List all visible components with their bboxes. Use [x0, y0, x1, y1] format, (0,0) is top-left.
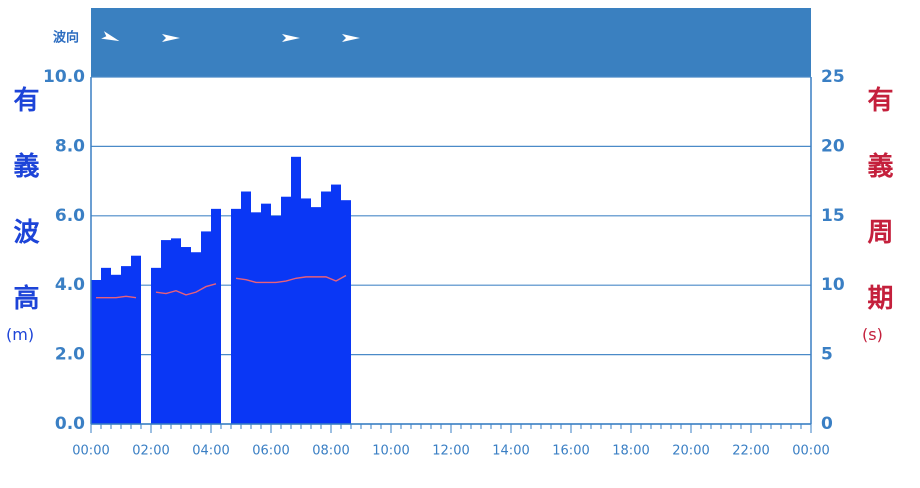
y-axis-unit: (m) [6, 325, 35, 344]
x-tick-label: 20:00 [672, 444, 709, 459]
x-tick-label: 00:00 [72, 444, 109, 459]
direction-arrow [282, 34, 300, 42]
x-tick-label: 12:00 [432, 444, 469, 459]
bar [261, 203, 271, 424]
x-tick-label: 16:00 [552, 444, 589, 459]
y-tick-label: 8.0 [55, 136, 85, 156]
x-tick-label: 18:00 [612, 444, 649, 459]
x-tick-label: 14:00 [492, 444, 529, 459]
bar [301, 198, 311, 424]
bar [231, 208, 241, 424]
x-tick-label: 04:00 [192, 444, 229, 459]
y2-axis-title: 有義周期 [863, 86, 893, 350]
direction-arrow [342, 34, 360, 42]
bar [131, 255, 141, 424]
bar [151, 267, 161, 424]
y-tick-label: 4.0 [55, 275, 85, 295]
bar [171, 238, 181, 424]
x-tick-label: 02:00 [132, 444, 169, 459]
bar [291, 156, 301, 424]
y-tick-label: 2.0 [55, 345, 85, 365]
direction-band [91, 8, 811, 77]
x-tick-label: 06:00 [252, 444, 289, 459]
y2-axis-unit: (s) [862, 325, 883, 344]
x-tick-label: 08:00 [312, 444, 349, 459]
y2-tick-label: 10 [821, 275, 845, 295]
bar [111, 274, 121, 424]
y-axis-title: 有義波高 [9, 86, 39, 350]
direction-arrow [162, 34, 180, 42]
line [96, 274, 347, 299]
bar [121, 266, 131, 424]
y-tick-label: 6.0 [55, 206, 85, 226]
x-tick-label: 22:00 [732, 444, 769, 459]
bar [281, 196, 291, 424]
bar [161, 240, 171, 424]
y2-tick-label: 15 [821, 206, 845, 226]
x-tick-label: 10:00 [372, 444, 409, 459]
bar [321, 191, 331, 424]
y2-tick-label: 25 [821, 67, 845, 87]
y2-tick-label: 5 [821, 345, 833, 365]
bar [251, 212, 261, 424]
bar [211, 208, 221, 424]
bar [241, 191, 251, 424]
y-tick-label: 0.0 [55, 414, 85, 434]
bar [91, 279, 101, 424]
bar [201, 231, 211, 424]
y2-tick-label: 20 [821, 136, 845, 156]
direction-arrow [101, 31, 120, 42]
bar [331, 184, 341, 424]
bar [311, 207, 321, 424]
direction-label: 波向 [53, 30, 79, 46]
bar [341, 200, 351, 424]
bar [271, 215, 281, 424]
bar [101, 267, 111, 424]
y-tick-label: 10.0 [43, 67, 85, 87]
y2-tick-label: 0 [821, 414, 833, 434]
bar [181, 247, 191, 424]
x-tick-label: 00:00 [792, 444, 829, 459]
bar [191, 252, 201, 424]
